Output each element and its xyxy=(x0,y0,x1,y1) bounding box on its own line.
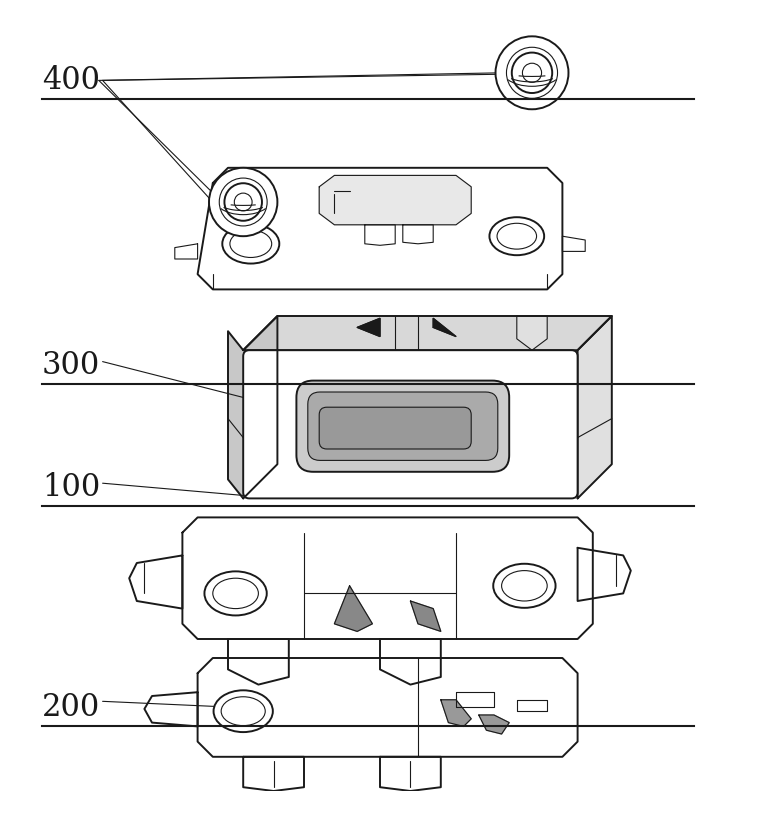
FancyBboxPatch shape xyxy=(296,381,509,472)
Polygon shape xyxy=(228,316,277,498)
Polygon shape xyxy=(479,715,509,734)
Text: 200: 200 xyxy=(42,692,100,723)
Ellipse shape xyxy=(204,571,267,616)
Polygon shape xyxy=(144,692,198,727)
Polygon shape xyxy=(357,318,380,336)
Text: 400: 400 xyxy=(42,65,100,96)
Polygon shape xyxy=(380,757,441,791)
Polygon shape xyxy=(365,224,395,245)
FancyBboxPatch shape xyxy=(319,407,471,449)
Circle shape xyxy=(496,36,568,109)
Polygon shape xyxy=(228,639,289,685)
FancyBboxPatch shape xyxy=(308,392,498,460)
Text: 300: 300 xyxy=(42,350,100,381)
Polygon shape xyxy=(380,639,441,685)
Polygon shape xyxy=(578,547,631,601)
FancyBboxPatch shape xyxy=(243,350,578,498)
Ellipse shape xyxy=(214,690,273,732)
Ellipse shape xyxy=(493,564,556,607)
Polygon shape xyxy=(198,168,562,289)
Ellipse shape xyxy=(489,217,544,255)
Polygon shape xyxy=(243,316,612,350)
Polygon shape xyxy=(403,224,433,244)
Circle shape xyxy=(209,168,277,236)
Ellipse shape xyxy=(222,224,280,264)
Polygon shape xyxy=(433,318,456,336)
Text: 100: 100 xyxy=(42,472,100,502)
Polygon shape xyxy=(243,757,304,791)
Polygon shape xyxy=(441,700,471,727)
Polygon shape xyxy=(198,658,578,757)
Polygon shape xyxy=(334,586,372,631)
Polygon shape xyxy=(562,236,585,252)
Polygon shape xyxy=(129,556,182,608)
Polygon shape xyxy=(319,175,471,224)
Polygon shape xyxy=(175,244,198,259)
Polygon shape xyxy=(517,316,547,350)
Polygon shape xyxy=(578,316,612,498)
Polygon shape xyxy=(182,517,593,639)
Polygon shape xyxy=(410,601,441,631)
